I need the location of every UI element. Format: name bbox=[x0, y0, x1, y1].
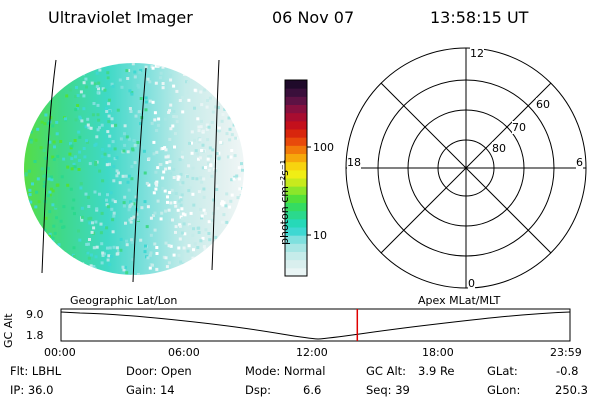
mlt-label-0: 0 bbox=[468, 277, 475, 290]
gain-info: Gain: 14 bbox=[126, 383, 175, 397]
timeline-y-tick-9: 9.0 bbox=[26, 308, 44, 321]
colorbar-segment bbox=[285, 161, 307, 171]
gc-alt-value: 3.9 Re bbox=[418, 364, 455, 378]
mlt-label-6: 6 bbox=[576, 156, 583, 169]
colorbar-segment bbox=[285, 120, 307, 130]
date-label: 06 Nov 07 bbox=[272, 8, 355, 27]
mode-info: Mode: Normal bbox=[245, 364, 326, 378]
glat-value: -0.8 bbox=[556, 364, 579, 378]
glon-value: 250.3 bbox=[555, 383, 588, 397]
timeline-right-title: Apex MLat/MLT bbox=[418, 294, 501, 307]
colorbar-segment bbox=[285, 259, 307, 269]
colorbar-segment bbox=[285, 153, 307, 163]
colorbar-segment bbox=[285, 218, 307, 228]
colorbar-segment bbox=[285, 96, 307, 105]
colorbar-segment bbox=[285, 178, 307, 187]
gc-alt-label: GC Alt: bbox=[366, 364, 407, 378]
altitude-curve bbox=[60, 311, 571, 340]
colorbar-segment bbox=[285, 112, 307, 122]
ip-info: IP: 36.0 bbox=[10, 383, 54, 397]
x-tick-2359: 23:59 bbox=[550, 346, 582, 359]
timeline-y-tick-1-8: 1.8 bbox=[26, 329, 44, 342]
instrument-title: Ultraviolet Imager bbox=[48, 8, 193, 27]
colorbar-segment bbox=[285, 80, 307, 89]
longitude-line bbox=[132, 67, 147, 283]
colorbar-segment bbox=[285, 88, 307, 97]
glon-label: GLon: bbox=[487, 383, 521, 397]
colorbar-segment bbox=[285, 235, 307, 244]
x-tick-0000: 00:00 bbox=[44, 346, 76, 359]
colorbar-unit-label: photon cm⁻²s⁻¹ bbox=[278, 159, 291, 245]
colorbar-segment bbox=[285, 227, 307, 236]
color-bar bbox=[284, 79, 311, 277]
door-info: Door: Open bbox=[126, 364, 192, 378]
mlt-label-18: 18 bbox=[347, 156, 361, 169]
x-tick-0600: 06:00 bbox=[168, 346, 200, 359]
colorbar-segment bbox=[285, 267, 307, 277]
polar-plot bbox=[345, 47, 587, 289]
colorbar-segment bbox=[285, 169, 307, 179]
time-label: 13:58:15 UT bbox=[430, 8, 529, 27]
colorbar-tick-10: 10 bbox=[313, 229, 327, 242]
colorbar-segment bbox=[285, 129, 307, 138]
x-tick-1800: 18:00 bbox=[422, 346, 454, 359]
colorbar-segment bbox=[285, 145, 307, 154]
mlt-label-12: 12 bbox=[470, 47, 484, 60]
longitude-line bbox=[211, 59, 220, 271]
seq-info: Seq: 39 bbox=[366, 383, 410, 397]
colorbar-segment bbox=[285, 137, 307, 146]
x-tick-1200: 12:00 bbox=[296, 346, 328, 359]
timeline-y-label: GC Alt bbox=[2, 313, 15, 348]
lat-label-70: 70 bbox=[512, 121, 526, 134]
colorbar-segment bbox=[285, 251, 307, 261]
glat-label: GLat: bbox=[487, 364, 518, 378]
filter-info: Flt: LBHL bbox=[10, 364, 62, 378]
altitude-timeline bbox=[60, 308, 571, 342]
colorbar-segment bbox=[285, 186, 307, 195]
colorbar-segment bbox=[285, 202, 307, 212]
dsp-value: 6.6 bbox=[303, 383, 322, 397]
dsp-label: Dsp: bbox=[245, 383, 272, 397]
lat-label-80: 80 bbox=[492, 142, 506, 155]
timeline-left-title: Geographic Lat/Lon bbox=[70, 294, 178, 307]
colorbar-segment bbox=[285, 210, 307, 220]
colorbar-segment bbox=[285, 194, 307, 203]
colorbar-segment bbox=[285, 243, 307, 252]
colorbar-segment bbox=[285, 104, 307, 114]
colorbar-tick-100: 100 bbox=[313, 141, 334, 154]
lat-label-60: 60 bbox=[536, 98, 550, 111]
longitude-line bbox=[41, 59, 57, 274]
